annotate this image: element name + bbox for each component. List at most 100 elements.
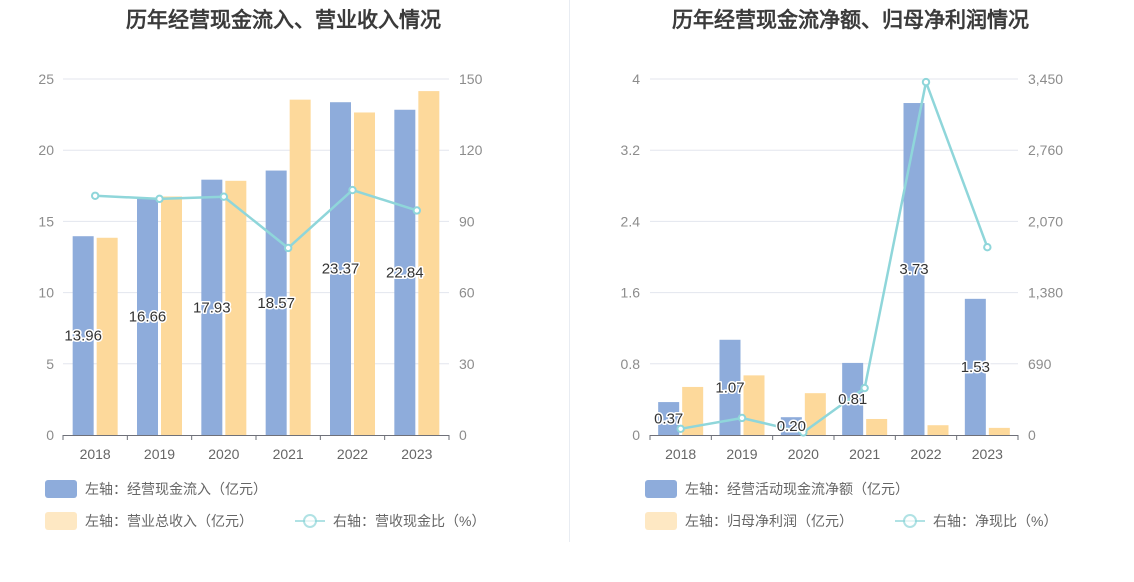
legend-label: 左轴：经营现金流入（亿元） bbox=[85, 481, 267, 497]
bar-secondary bbox=[988, 427, 1010, 435]
chart-panel-left: 历年经营现金流入、营业收入情况 0 5 10 15 20 25 0 30 60 90 120 150 2… bbox=[38, 9, 485, 530]
legend-label: 左轴：营业总收入（亿元） bbox=[85, 513, 253, 529]
x-tick-label: 2023 bbox=[972, 446, 1003, 462]
bar-data-label: 0.81 bbox=[838, 391, 867, 408]
y-right-tick-label: 2,070 bbox=[1028, 213, 1063, 229]
ratio-line bbox=[680, 80, 989, 434]
x-tick-label: 2022 bbox=[910, 446, 941, 462]
x-tick-label: 2023 bbox=[401, 446, 432, 462]
legend-label: 左轴：归母净利润（亿元） bbox=[685, 513, 853, 529]
legend-item[interactable]: 右轴：营收现金比（%） bbox=[295, 513, 485, 529]
y-left-tick-label: 5 bbox=[46, 356, 54, 372]
x-tick-label: 2018 bbox=[665, 446, 696, 462]
chart-panel-right: 历年经营现金流净额、归母净利润情况 0 0.8 1.6 2.4 3.2 4 0 690 1,38… bbox=[567, 0, 1134, 582]
chart-right-svg: 0 0.8 1.6 2.4 3.2 4 0 690 1,380 2,070 2,760 3,450 20… bbox=[621, 71, 1063, 530]
legend-label: 右轴：营收现金比（%） bbox=[333, 513, 485, 529]
ratio-point bbox=[412, 206, 422, 215]
x-tick-label: 2020 bbox=[208, 446, 239, 462]
bar-secondary bbox=[96, 237, 118, 435]
ratio-point bbox=[219, 192, 229, 201]
y-right-tick-label: 150 bbox=[459, 71, 483, 87]
ratio-line bbox=[95, 188, 418, 250]
legend-label: 右轴：净现比（%） bbox=[933, 513, 1057, 529]
y-left-tick-label: 25 bbox=[38, 71, 54, 87]
legend-swatch bbox=[645, 512, 677, 530]
bar-primary bbox=[330, 102, 351, 436]
bar-data-label: 16.66 bbox=[129, 308, 167, 325]
ratio-point bbox=[676, 424, 685, 434]
y-left-tick-label: 20 bbox=[38, 142, 54, 158]
legend-swatch bbox=[45, 512, 77, 530]
x-tick-label: 2021 bbox=[849, 446, 880, 462]
y-right-tick-label: 60 bbox=[459, 285, 475, 301]
bar-primary bbox=[903, 103, 925, 435]
x-tick-label: 2018 bbox=[80, 446, 111, 462]
legend-marker-icon bbox=[903, 514, 917, 528]
bar-primary bbox=[201, 179, 223, 435]
y-right-tick-label: 30 bbox=[459, 356, 475, 372]
bar-data-label: 13.96 bbox=[64, 328, 102, 345]
bar-secondary bbox=[927, 425, 949, 435]
y-right-tick-label: 120 bbox=[459, 142, 483, 158]
x-tick-label: 2020 bbox=[788, 446, 819, 462]
bar-primary bbox=[658, 402, 680, 435]
legend-item[interactable]: 左轴：经营现金流入（亿元） bbox=[45, 480, 267, 498]
y-left-tick-label: 0 bbox=[632, 427, 640, 443]
y-left-tick-label: 4 bbox=[632, 71, 640, 87]
legend-item[interactable]: 左轴：营业总收入（亿元） bbox=[45, 512, 253, 530]
legend-item[interactable]: 左轴：归母净利润（亿元） bbox=[645, 512, 853, 530]
bar-data-label: 0.37 bbox=[654, 411, 683, 428]
ratio-point bbox=[90, 191, 100, 200]
legend-label: 左轴：经营活动现金流净额（亿元） bbox=[685, 481, 909, 497]
y-right-tick-label: 690 bbox=[1028, 356, 1052, 372]
x-tick-label: 2019 bbox=[144, 446, 175, 462]
chart-title: 历年经营现金流入、营业收入情况 bbox=[126, 9, 441, 32]
bar-data-label: 23.37 bbox=[322, 261, 360, 278]
ratio-point bbox=[983, 242, 992, 252]
bar-data-label: 18.57 bbox=[257, 295, 295, 312]
ratio-point bbox=[737, 413, 747, 423]
bar-primary bbox=[72, 236, 94, 435]
chart-left-svg: 0 5 10 15 20 25 0 30 60 90 120 150 2018 2019 2020 2021 2… bbox=[38, 71, 485, 530]
legend-swatch bbox=[645, 480, 677, 498]
y-right-tick-label: 0 bbox=[1028, 427, 1036, 443]
bar-secondary bbox=[161, 196, 182, 435]
bar-primary bbox=[137, 197, 158, 435]
legend-item[interactable]: 左轴：经营活动现金流净额（亿元） bbox=[645, 480, 909, 498]
bar-data-label: 22.84 bbox=[386, 264, 424, 281]
x-tick-label: 2019 bbox=[726, 446, 757, 462]
y-left-tick-label: 3.2 bbox=[621, 142, 641, 158]
y-right-tick-label: 90 bbox=[459, 213, 475, 229]
bar-data-label: 17.93 bbox=[193, 299, 231, 316]
bar-data-label: 0.20 bbox=[777, 418, 806, 435]
ratio-point bbox=[799, 428, 808, 437]
y-left-tick-label: 10 bbox=[38, 285, 54, 301]
panel-divider bbox=[569, 0, 570, 542]
ratio-point bbox=[860, 383, 869, 393]
y-right-tick-label: 3,450 bbox=[1028, 71, 1063, 87]
ratio-point bbox=[283, 243, 293, 253]
y-right-tick-label: 0 bbox=[459, 427, 467, 443]
bar-secondary bbox=[743, 375, 765, 435]
bar-primary bbox=[265, 170, 287, 435]
y-left-tick-label: 1.6 bbox=[621, 285, 641, 301]
bar-data-label: 3.73 bbox=[899, 261, 928, 278]
bar-primary bbox=[964, 298, 986, 435]
y-right-tick-label: 2,760 bbox=[1028, 142, 1063, 158]
legend-item[interactable]: 右轴：净现比（%） bbox=[895, 513, 1057, 529]
bar-secondary bbox=[866, 418, 888, 435]
chart-title: 历年经营现金流净额、归母净利润情况 bbox=[672, 9, 1029, 32]
legend-swatch bbox=[45, 480, 77, 498]
ratio-point bbox=[348, 185, 357, 195]
bar-data-label: 1.53 bbox=[961, 359, 990, 376]
bar-secondary bbox=[289, 99, 311, 435]
y-left-tick-label: 0 bbox=[46, 427, 54, 443]
x-tick-label: 2021 bbox=[273, 446, 304, 462]
bar-secondary bbox=[418, 91, 440, 435]
bar-primary bbox=[842, 362, 864, 435]
bar-secondary bbox=[225, 180, 247, 435]
y-left-tick-label: 0.8 bbox=[621, 356, 641, 372]
bar-secondary bbox=[682, 386, 704, 435]
bar-primary bbox=[394, 109, 416, 436]
y-left-tick-label: 15 bbox=[38, 213, 54, 229]
